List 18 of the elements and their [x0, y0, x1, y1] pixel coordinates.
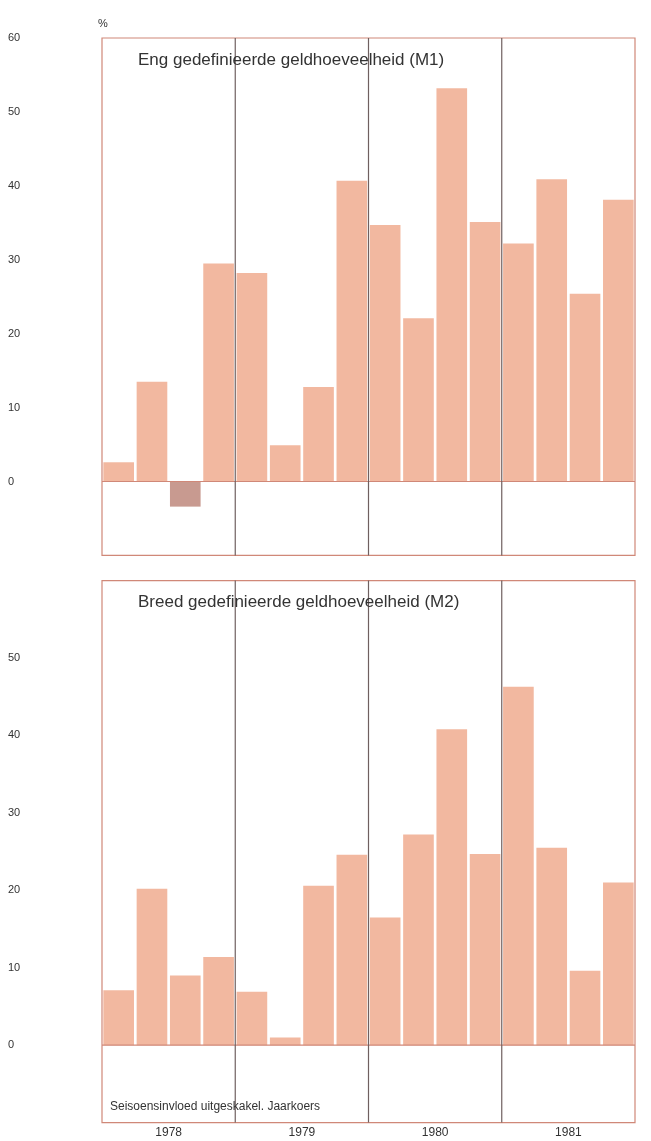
x-tick-label: 1980 [421, 1125, 449, 1140]
y-tick-label: 0 [8, 1038, 15, 1051]
y-tick-label: 10 [8, 400, 21, 413]
x-tick-label: 1978 [155, 1125, 183, 1140]
y-tick-label: 60 [8, 31, 21, 44]
y-tick-label: 20 [8, 883, 21, 896]
y-tick-label: 30 [8, 805, 21, 818]
y-tick-label: 30 [8, 252, 21, 265]
x-tick-label: 1981 [555, 1125, 583, 1140]
x-tick-label: 1979 [288, 1125, 316, 1140]
y-tick-label: 0 [8, 474, 15, 487]
y-axis-title: % [98, 17, 108, 30]
y-tick-label: 40 [8, 728, 21, 741]
y-tick-label: 40 [8, 178, 21, 191]
y-tick-label: 10 [8, 960, 21, 973]
y-tick-label: 50 [8, 651, 21, 664]
y-tick-label: 50 [8, 104, 21, 117]
y-tick-label: 20 [8, 326, 21, 339]
